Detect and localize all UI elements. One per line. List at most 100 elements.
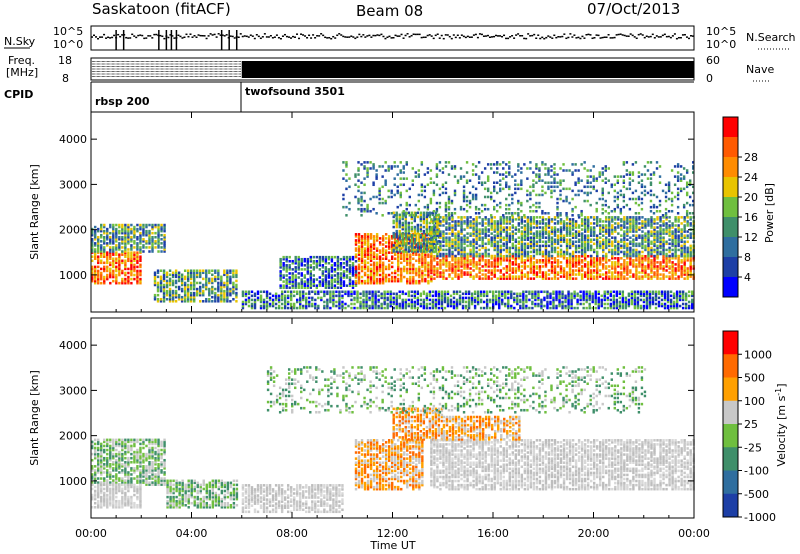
data-cell: [451, 246, 454, 250]
data-cell: [404, 219, 407, 223]
data-cell: [121, 246, 124, 249]
data-cell: [523, 265, 527, 268]
data-cell: [365, 302, 368, 306]
data-cell: [145, 242, 148, 245]
data-cell: [282, 268, 285, 271]
data-cell: [568, 238, 572, 242]
data-cell: [460, 254, 463, 258]
data-cell: [425, 244, 429, 247]
data-cell: [448, 252, 451, 256]
data-cell: [529, 254, 533, 258]
data-cell: [508, 238, 511, 242]
data-cell: [454, 228, 457, 231]
data-cell: [360, 239, 364, 242]
data-cell: [523, 224, 527, 227]
data-cell: [160, 223, 163, 227]
data-cell: [398, 225, 401, 229]
data-cell: [621, 290, 625, 294]
nsky-point: [434, 34, 437, 37]
data-cell: [348, 272, 352, 275]
nsky-point: [557, 35, 560, 38]
data-cell: [306, 278, 309, 281]
data-cell: [162, 293, 166, 297]
data-cell: [180, 277, 184, 281]
data-cell: [312, 259, 316, 263]
data-cell: [365, 298, 368, 302]
data-cell: [517, 246, 521, 250]
nsky-point: [91, 36, 93, 38]
data-cell: [362, 290, 365, 294]
data-cell: [505, 248, 508, 252]
data-cell: [415, 271, 418, 275]
data-cell: [406, 233, 409, 236]
data-cell: [186, 297, 190, 301]
data-cell: [571, 271, 575, 274]
data-cell: [390, 241, 394, 244]
data-cell: [529, 224, 533, 227]
data-cell: [415, 273, 418, 277]
data-cell: [466, 238, 469, 242]
data-cell: [487, 259, 490, 262]
data-cell: [377, 304, 380, 308]
data-cell: [602, 267, 605, 270]
data-cell: [662, 261, 665, 264]
data-cell: [487, 228, 490, 231]
data-cell: [199, 289, 202, 293]
data-cell: [574, 263, 578, 266]
data-cell: [478, 216, 481, 219]
data-cell: [395, 223, 398, 227]
data-cell: [302, 290, 305, 294]
data-cell: [583, 242, 587, 246]
data-cell: [151, 235, 154, 239]
data-cell: [180, 273, 184, 277]
data-cell: [285, 286, 288, 289]
data-cell: [517, 248, 521, 252]
data-cell: [526, 254, 530, 258]
data-cell: [142, 225, 145, 229]
data-cell: [510, 292, 513, 296]
data-cell: [223, 271, 226, 275]
data-cell: [294, 284, 297, 287]
data-cell: [633, 298, 637, 302]
nsky-point: [452, 34, 455, 36]
data-cell: [596, 261, 599, 264]
data-cell: [460, 220, 463, 223]
data-cell: [424, 255, 427, 258]
data-cell: [153, 281, 157, 285]
data-cell: [351, 272, 355, 275]
data-cell: [112, 259, 115, 263]
data-cell: [103, 267, 106, 271]
data-cell: [592, 263, 596, 266]
data-cell: [504, 304, 507, 308]
data-cell: [253, 302, 257, 306]
nsky-point: [368, 34, 371, 37]
data-cell: [139, 250, 142, 253]
nsky-point: [153, 33, 156, 36]
data-cell: [541, 259, 545, 262]
data-cell: [303, 276, 306, 279]
data-cell: [502, 273, 505, 276]
data-cell: [300, 274, 303, 277]
data-cell: [133, 246, 136, 249]
data-cell: [359, 300, 362, 304]
data-cell: [265, 304, 269, 308]
data-cell: [424, 253, 427, 256]
data-cell: [684, 292, 688, 296]
data-cell: [689, 263, 692, 266]
data-cell: [430, 275, 433, 278]
nsearch-tick-top: 10^5: [706, 25, 736, 38]
data-cell: [602, 263, 605, 266]
data-cell: [357, 263, 361, 267]
data-cell: [553, 228, 557, 231]
data-cell: [457, 236, 460, 239]
data-cell: [431, 294, 435, 298]
data-cell: [592, 259, 596, 262]
data-cell: [118, 244, 121, 247]
data-cell: [630, 296, 634, 300]
data-cell: [520, 240, 524, 244]
data-cell: [180, 279, 184, 283]
data-cell: [412, 253, 415, 256]
data-cell: [434, 219, 438, 223]
data-cell: [394, 253, 397, 256]
